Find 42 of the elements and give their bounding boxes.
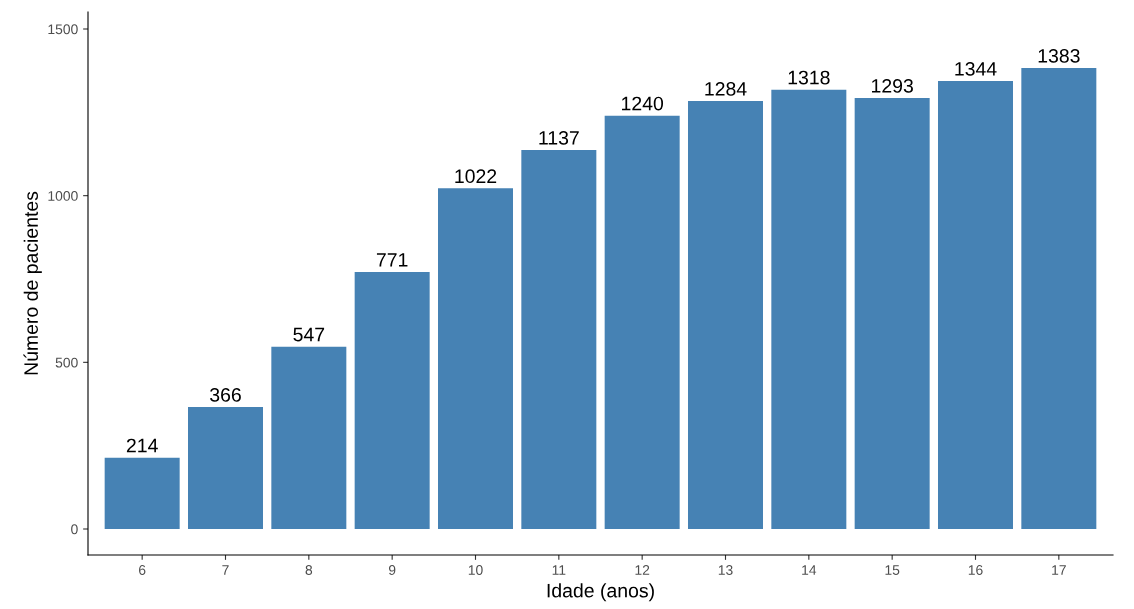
bar xyxy=(104,457,180,529)
y-tick-label: 0 xyxy=(71,524,78,535)
y-tick-label: 1000 xyxy=(48,191,78,201)
data-label: 366 xyxy=(210,388,241,402)
x-tick-label: 11 xyxy=(552,565,566,575)
x-tick-label: 15 xyxy=(885,565,900,575)
x-tick-label: 6 xyxy=(139,565,146,575)
bar xyxy=(188,407,263,529)
x-tick-label: 8 xyxy=(305,565,313,575)
y-tick-label: 500 xyxy=(55,357,78,368)
bar xyxy=(438,188,513,529)
x-tick-label: 10 xyxy=(468,565,483,575)
x-tick-label: 13 xyxy=(718,565,733,575)
data-label: 214 xyxy=(126,438,158,453)
x-tick-label: 9 xyxy=(388,565,396,575)
data-label: 547 xyxy=(293,327,325,342)
x-tick-label: 14 xyxy=(802,565,817,575)
data-label: 1344 xyxy=(955,62,997,76)
x-tick-label: 12 xyxy=(635,565,650,575)
bar xyxy=(771,89,847,529)
bar xyxy=(271,346,347,529)
data-label: 1137 xyxy=(539,131,579,145)
data-label: 1022 xyxy=(455,169,497,184)
bar xyxy=(521,150,597,529)
bar xyxy=(854,98,930,529)
bar xyxy=(688,101,763,529)
x-tick-label: 16 xyxy=(968,565,983,575)
data-label: 771 xyxy=(376,253,408,267)
x-tick-label: 17 xyxy=(1052,565,1066,575)
bar xyxy=(354,272,430,529)
y-tick-label: 1500 xyxy=(48,24,78,35)
bar xyxy=(938,81,1013,529)
bar xyxy=(604,115,680,529)
data-label: 1284 xyxy=(705,82,747,96)
bar xyxy=(1021,68,1097,529)
x-axis-title: Idade (anos) xyxy=(547,583,654,602)
data-label: 1318 xyxy=(788,70,830,85)
data-label: 1383 xyxy=(1038,49,1080,63)
data-label: 1240 xyxy=(622,96,664,111)
y-axis-title: Número de pacientes xyxy=(23,191,42,375)
x-tick-label: 7 xyxy=(222,565,229,575)
data-label: 1293 xyxy=(872,79,913,93)
